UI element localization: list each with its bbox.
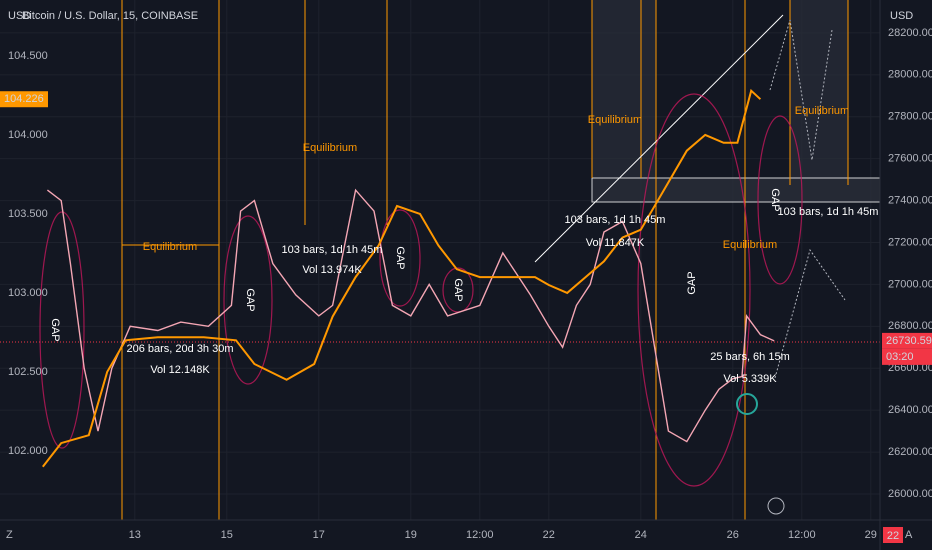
annotation: Equilibrium: [143, 241, 197, 253]
annotation: GAP: [394, 246, 406, 269]
x-tick-label: 19: [405, 529, 417, 541]
x-tick-label: 12:00: [788, 529, 816, 541]
annotation: GAP: [686, 271, 698, 294]
unit-right: USD: [890, 10, 913, 22]
y2-tick-label: 26400.00: [888, 404, 932, 416]
x-tick-label: 26: [727, 529, 739, 541]
y2-tick-label: 26000.00: [888, 488, 932, 500]
y2-tick-label: 27400.00: [888, 194, 932, 206]
y-tick-label: 104.500: [8, 50, 48, 62]
annotation: GAP: [452, 278, 464, 301]
y-tick-label: 103.500: [8, 208, 48, 220]
annotation: GAP: [244, 288, 256, 311]
y2-tick-label: 26200.00: [888, 446, 932, 458]
x-tick-label: 22: [543, 529, 555, 541]
x-tick-label: 17: [313, 529, 325, 541]
y2-tick-label: 27000.00: [888, 278, 932, 290]
y-tick-label: 102.000: [8, 445, 48, 457]
annotation: 103 bars, 1d 1h 45m: [282, 244, 383, 256]
alerts-count[interactable]: 22: [887, 530, 899, 542]
annotation: 103 bars, 1d 1h 45m: [565, 214, 666, 226]
corner-right[interactable]: A: [905, 529, 913, 541]
countdown-tag: [882, 348, 932, 365]
unit-left: USD: [8, 10, 31, 22]
annotation: Equilibrium: [588, 114, 642, 126]
price-line: [46, 188, 775, 443]
y2-tick-label: 26600.00: [888, 362, 932, 374]
annotation: GAP: [49, 318, 61, 341]
x-tick-label: 12:00: [466, 529, 494, 541]
y2-tick-label: 27200.00: [888, 236, 932, 248]
annotation: Vol 13.974K: [302, 264, 362, 276]
y2-tick-label: 27800.00: [888, 111, 932, 123]
annotation: Vol 12.148K: [150, 364, 210, 376]
x-tick-label: 29: [865, 529, 877, 541]
y-tick-label: 102.500: [8, 366, 48, 378]
annotation: 103 bars, 1d 1h 45m: [778, 206, 879, 218]
annotation: Vol 11.847K: [586, 237, 645, 249]
price-line: [42, 88, 762, 468]
y2-tick-label: 27600.00: [888, 153, 932, 165]
y2-tick-label: 26800.00: [888, 320, 932, 332]
corner-left[interactable]: Z: [6, 529, 13, 541]
annotation: 206 bars, 20d 3h 30m: [126, 343, 233, 355]
chart-title: Bitcoin / U.S. Dollar, 15, COINBASE: [22, 10, 198, 22]
x-tick-label: 13: [129, 529, 141, 541]
annotation: Equilibrium: [795, 105, 849, 117]
x-tick-label: 24: [635, 529, 647, 541]
x-tick-label: 15: [221, 529, 233, 541]
annotation: Vol 5.339K: [723, 373, 777, 385]
y-tick-label: 103.000: [8, 287, 48, 299]
countdown: 03:20: [886, 351, 914, 363]
price-tag: [882, 332, 932, 349]
alerts-badge[interactable]: [883, 527, 903, 543]
annotation: GAP: [769, 188, 781, 211]
y2-tick-label: 28200.00: [888, 27, 932, 39]
y-tick-label: 104.000: [8, 129, 48, 141]
annotation: Equilibrium: [303, 142, 357, 154]
annotation: Equilibrium: [723, 239, 777, 251]
y2-tick-label: 28000.00: [888, 69, 932, 81]
price-tag-label: 26730.59: [886, 335, 932, 347]
annotation: 25 bars, 6h 15m: [710, 351, 790, 363]
price-tag: [0, 91, 48, 108]
price-tag-label: 104.226: [4, 93, 44, 105]
